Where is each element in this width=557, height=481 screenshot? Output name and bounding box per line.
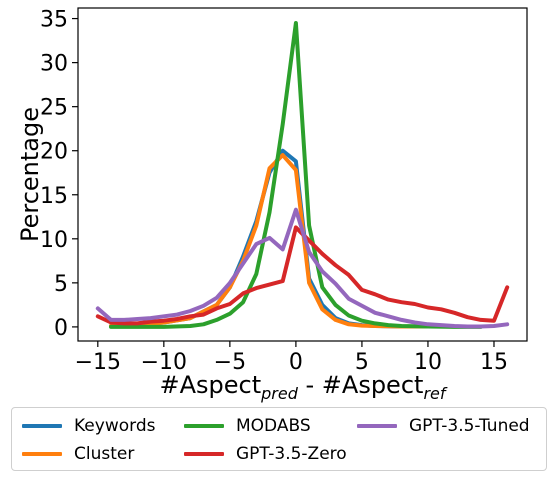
legend-swatch bbox=[357, 424, 397, 428]
x-tick-label: 0 bbox=[289, 350, 303, 375]
legend-item-gpt-tuned: GPT-3.5-Tuned bbox=[357, 416, 530, 436]
y-tick-label: 30 bbox=[40, 52, 68, 77]
legend-label: Keywords bbox=[74, 416, 156, 436]
legend-swatch bbox=[22, 452, 62, 456]
y-tick-label: 20 bbox=[40, 140, 68, 165]
legend-item-cluster: Cluster bbox=[22, 444, 134, 464]
legend: Keywords Cluster MODABS GPT-3.5-Zero GPT… bbox=[11, 407, 547, 471]
y-tick-label: 0 bbox=[54, 316, 68, 341]
plot-frame bbox=[77, 7, 528, 342]
x-axis-label-part: #Aspect bbox=[160, 371, 262, 399]
x-tick-label: −15 bbox=[75, 350, 121, 375]
series-layer bbox=[95, 21, 510, 329]
legend-item-modabs: MODABS bbox=[184, 416, 311, 436]
x-tick-label: 10 bbox=[414, 350, 442, 375]
legend-label: Cluster bbox=[74, 444, 135, 464]
legend-swatch bbox=[184, 424, 224, 428]
y-tick-label: 10 bbox=[40, 228, 68, 253]
series-line-cluster bbox=[109, 153, 483, 329]
y-axis-ticks: 0 5 10 15 20 25 30 35 bbox=[40, 8, 78, 341]
series-line-gpt-3-5-tuned bbox=[95, 207, 510, 329]
legend-item-keywords: Keywords bbox=[22, 416, 155, 436]
y-tick-label: 5 bbox=[54, 272, 68, 297]
x-axis-label-sub-pred: pred bbox=[260, 384, 299, 403]
y-tick-label: 15 bbox=[40, 184, 68, 209]
legend-label: GPT-3.5-Tuned bbox=[409, 416, 530, 436]
y-tick-label: 35 bbox=[40, 8, 68, 33]
legend-item-gpt-zero: GPT-3.5-Zero bbox=[184, 444, 347, 464]
x-tick-label: 15 bbox=[480, 350, 508, 375]
legend-swatch bbox=[22, 424, 62, 428]
legend-label: GPT-3.5-Zero bbox=[236, 444, 347, 464]
x-tick-label: −10 bbox=[141, 350, 187, 375]
x-axis-label: #Aspectpred - #Aspectref bbox=[160, 371, 448, 403]
x-axis-label-part: - #Aspect bbox=[298, 371, 424, 399]
x-tick-label: 5 bbox=[355, 350, 369, 375]
legend-swatch bbox=[184, 452, 224, 456]
legend-label: MODABS bbox=[236, 416, 311, 436]
x-axis-label-sub-ref: ref bbox=[423, 384, 447, 403]
line-chart: −15 −10 −5 0 5 10 15 0 5 10 15 20 25 30 35 #Aspectpre… bbox=[16, 7, 528, 403]
x-axis-ticks: −15 −10 −5 0 5 10 15 bbox=[75, 341, 508, 375]
y-tick-label: 25 bbox=[40, 96, 68, 121]
series-line-modabs bbox=[109, 21, 483, 329]
x-tick-label: −5 bbox=[214, 350, 246, 375]
y-axis-label: Percentage bbox=[16, 107, 44, 242]
